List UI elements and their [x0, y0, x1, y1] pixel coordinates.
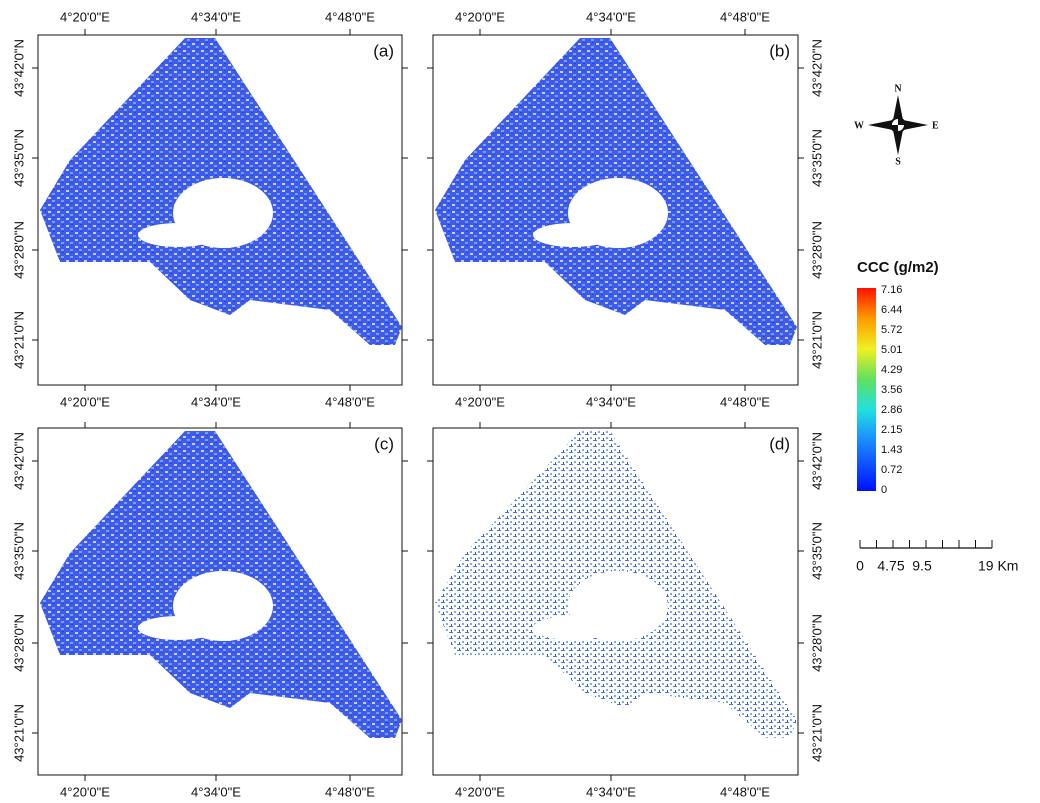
- compass-n: N: [894, 83, 902, 94]
- panel-label: (d): [769, 434, 790, 453]
- legend-label: 5.72: [881, 324, 902, 336]
- lat-label: 43°35'0"N: [11, 522, 26, 580]
- lat-label: 43°28'0"N: [809, 614, 824, 672]
- legend-label: 4.29: [881, 364, 902, 376]
- lon-label: 4°48'0"E: [325, 9, 375, 24]
- lon-label: 4°48'0"E: [720, 394, 770, 409]
- lagoon: [533, 223, 613, 247]
- map-panels: (a) 4°20'0"E 4°20'0"E 4°34'0"E 4°34'0"E 4°48'…: [11, 9, 824, 799]
- lat-label: 43°35'0"N: [809, 522, 824, 580]
- lon-label: 4°48'0"E: [325, 394, 375, 409]
- legend-labels: 7.16 6.44 5.72 5.01 4.29 3.56 2.86 2.15 1.43 0.72…: [881, 284, 902, 496]
- legend-label: 1.43: [881, 444, 902, 456]
- map-panel: (a) 4°20'0"E 4°20'0"E 4°34'0"E 4°34'0"E 4°48'…: [11, 9, 408, 409]
- lat-label: 43°28'0"N: [11, 221, 26, 279]
- lat-label: 43°42'0"N: [11, 39, 26, 97]
- lat-label: 43°21'0"N: [11, 311, 26, 369]
- lat-label: 43°21'0"N: [11, 704, 26, 762]
- lat-label: 43°21'0"N: [809, 311, 824, 369]
- map-panel: (b) 4°20'0"E 4°20'0"E 4°34'0"E 4°34'0"E 4°48'…: [427, 9, 824, 409]
- panel-label: (c): [374, 434, 394, 453]
- legend-label: 0.72: [881, 464, 902, 476]
- panel-label: (a): [373, 41, 394, 60]
- compass: N E S W: [854, 83, 939, 167]
- lon-label: 4°48'0"E: [720, 784, 770, 799]
- scale-label: 19 Km: [978, 558, 1018, 574]
- lon-label: 4°20'0"E: [455, 9, 505, 24]
- lat-label: 43°21'0"N: [809, 704, 824, 762]
- compass-w: W: [854, 120, 864, 131]
- lat-label: 43°35'0"N: [809, 129, 824, 187]
- lat-label: 43°42'0"N: [809, 432, 824, 490]
- lon-label: 4°34'0"E: [586, 784, 636, 799]
- legend-label: 6.44: [881, 304, 902, 316]
- legend-title: CCC (g/m2): [857, 259, 939, 276]
- scale-label: 9.5: [912, 558, 932, 574]
- legend-label: 0: [881, 484, 887, 496]
- lon-label: 4°20'0"E: [455, 394, 505, 409]
- lat-label: 43°35'0"N: [11, 129, 26, 187]
- lagoon: [138, 616, 218, 640]
- legend-label: 7.16: [881, 284, 902, 296]
- lon-label: 4°48'0"E: [720, 9, 770, 24]
- lon-label: 4°48'0"E: [325, 784, 375, 799]
- lon-label: 4°20'0"E: [60, 9, 110, 24]
- compass-e: E: [932, 120, 939, 131]
- scale-label: 4.75: [877, 558, 904, 574]
- legend-label: 5.01: [881, 344, 902, 356]
- map-panel: (c) 4°20'0"E 4°34'0"E 4°48'0"E 43°42'0"N 43°3…: [11, 422, 408, 799]
- lon-label: 4°34'0"E: [191, 9, 241, 24]
- lon-label: 4°20'0"E: [60, 394, 110, 409]
- scale-label: 0: [856, 558, 864, 574]
- legend-label: 2.86: [881, 404, 902, 416]
- lon-label: 4°34'0"E: [191, 394, 241, 409]
- lat-label: 43°42'0"N: [809, 39, 824, 97]
- lat-label: 43°28'0"N: [11, 614, 26, 672]
- map-panel: (d) 4°20'0"E 4°34'0"E 4°48'0"E 43°42'0"N 43°3…: [427, 422, 824, 799]
- lon-label: 4°20'0"E: [455, 784, 505, 799]
- lat-label: 43°42'0"N: [11, 432, 26, 490]
- legend-label: 2.15: [881, 424, 902, 436]
- lagoon: [138, 223, 218, 247]
- panel-label: (b): [769, 41, 790, 60]
- color-bar: [857, 288, 876, 491]
- lon-label: 4°34'0"E: [191, 784, 241, 799]
- lon-label: 4°20'0"E: [60, 784, 110, 799]
- legend-label: 3.56: [881, 384, 902, 396]
- lon-label: 4°34'0"E: [586, 9, 636, 24]
- lat-label: 43°28'0"N: [809, 221, 824, 279]
- scale-bar: 0 4.75 9.5 19 Km: [856, 540, 1018, 574]
- lon-label: 4°34'0"E: [586, 394, 636, 409]
- compass-s: S: [895, 156, 901, 167]
- lagoon: [533, 616, 613, 640]
